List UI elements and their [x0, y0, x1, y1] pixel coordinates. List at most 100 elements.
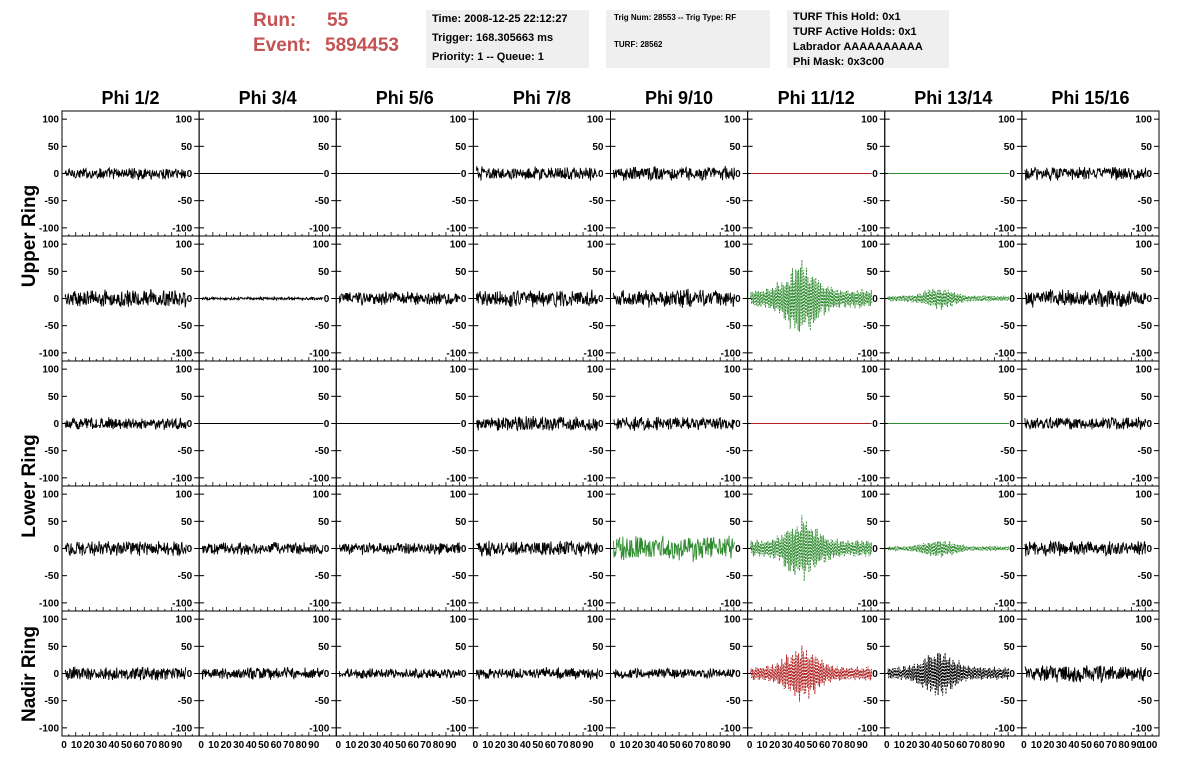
x-tick-label: 70: [1106, 740, 1118, 751]
y-tick-label: 0: [872, 669, 878, 680]
y-tick-label: -100: [583, 348, 603, 359]
y-tick-label: 0: [324, 669, 330, 680]
x-tick-label: 80: [159, 740, 171, 751]
y-tick-label: -100: [309, 223, 329, 234]
y-tick-label: 50: [181, 642, 193, 653]
y-tick-label: -50: [452, 696, 467, 707]
x-tick-label: 60: [271, 740, 283, 751]
waveform-trace: [476, 415, 598, 432]
run-value: 55: [327, 10, 349, 31]
y-tick-label: 50: [867, 392, 879, 403]
x-tick-label: 90: [582, 740, 594, 751]
y-tick-label: 50: [1141, 642, 1153, 653]
y-tick-label: -100: [1132, 598, 1152, 609]
x-tick-label: 70: [832, 740, 844, 751]
y-tick-label: 50: [455, 392, 467, 403]
run-event-block: Run: 55 Event: 5894453: [253, 8, 399, 58]
y-tick-label: -50: [1138, 446, 1153, 457]
y-tick-label: -50: [178, 446, 193, 457]
panel-r3-c1: 100 100 50 50 0 0 -50 -50 -100 -100: [39, 360, 200, 487]
x-tick-label: 0: [198, 740, 204, 751]
time-info-box: Time: 2008-12-25 22:12:27 Trigger: 168.3…: [426, 10, 589, 68]
x-tick-label: 70: [557, 740, 569, 751]
waveform-trace: [1024, 167, 1147, 181]
x-tick-label: 40: [520, 740, 532, 751]
waveform-trace: [887, 288, 1010, 310]
y-tick-label: 0: [1146, 169, 1152, 180]
panel-r5-c3: 100 50 0 -50 -100: [335, 610, 474, 737]
x-tick-label: 20: [632, 740, 644, 751]
x-tick-label: 90: [445, 740, 457, 751]
x-tick-label: 80: [433, 740, 445, 751]
run-label: Run:: [253, 10, 297, 31]
y-tick-label: -100: [446, 348, 466, 359]
y-tick-label: 0: [1146, 419, 1152, 430]
y-tick-label: -100: [39, 223, 59, 234]
x-tick-label: 10: [482, 740, 494, 751]
waveform-trace: [201, 541, 324, 556]
y-tick-label: 0: [735, 169, 741, 180]
panel-r2-c6: 100 50 0 -50 -100: [747, 235, 886, 362]
y-tick-label: 0: [735, 294, 741, 305]
y-tick-label: -50: [726, 696, 741, 707]
y-tick-label: -100: [309, 723, 329, 734]
y-tick-label: 100: [450, 365, 467, 376]
y-tick-label: -100: [172, 223, 192, 234]
trigger-text: Trigger: 168.305663 ms: [432, 32, 554, 44]
y-tick-label: 0: [461, 419, 467, 430]
y-tick-label: 100: [998, 365, 1015, 376]
y-tick-label: 50: [730, 642, 742, 653]
x-tick-label: 50: [258, 740, 270, 751]
panel-r3-c5: 100 50 0 -50 -100: [610, 360, 749, 487]
y-tick-label: 100: [42, 240, 59, 251]
y-tick-label: 100: [175, 115, 192, 126]
y-tick-label: -50: [726, 446, 741, 457]
x-tick-label: 30: [782, 740, 794, 751]
x-tick-label: 80: [296, 740, 308, 751]
panel-r4-c5: 100 50 0 -50 -100: [610, 485, 749, 612]
panel-r3-c4: 100 50 0 -50 -100: [472, 360, 611, 487]
waveform-trace: [475, 166, 598, 181]
x-tick-label: 60: [819, 740, 831, 751]
y-tick-label: -50: [863, 696, 878, 707]
x-tick-label: 80: [707, 740, 719, 751]
y-tick-label: 100: [450, 240, 467, 251]
y-tick-label: 0: [1009, 169, 1015, 180]
y-tick-label: 100: [861, 115, 878, 126]
labrador-text: Labrador AAAAAAAAAA: [793, 41, 923, 53]
panel-r1-c1: 100 100 50 50 0 0 -50 -50 -100 -100: [39, 110, 200, 237]
waveform-trace: [1024, 665, 1147, 683]
y-tick-label: 50: [730, 267, 742, 278]
y-tick-label: -50: [1000, 196, 1015, 207]
phi-label-1: Phi 1/2: [101, 88, 160, 108]
y-tick-label: -50: [589, 446, 604, 457]
y-tick-label: -100: [995, 598, 1015, 609]
y-tick-label: -50: [315, 446, 330, 457]
waveform-trace: [613, 288, 736, 308]
panel-r1-c5: 100 50 0 -50 -100: [610, 110, 749, 237]
y-tick-label: 0: [735, 544, 741, 555]
panel-r4-c2: 100 50 0 -50 -100: [198, 485, 337, 612]
x-tick-label: 0: [747, 740, 753, 751]
y-tick-label: 50: [1004, 642, 1016, 653]
panel-r5-c8: 100 50 0 -50 -100: [1021, 610, 1160, 737]
panel-r4-c8: 100 50 0 -50 -100: [1021, 485, 1160, 612]
y-tick-label: -50: [726, 196, 741, 207]
y-tick-label: -50: [315, 696, 330, 707]
phi-label-3: Phi 5/6: [375, 88, 434, 108]
y-tick-label: 50: [181, 267, 193, 278]
y-tick-label: -50: [863, 321, 878, 332]
x-tick-label: 20: [769, 740, 781, 751]
x-tick-label: 80: [844, 740, 856, 751]
y-tick-label: 0: [598, 544, 604, 555]
y-tick-label: -50: [178, 196, 193, 207]
y-tick-label: -50: [45, 446, 60, 457]
y-tick-label: -100: [172, 598, 192, 609]
x-tick-label: 0: [610, 740, 616, 751]
y-tick-label: 0: [872, 169, 878, 180]
y-tick-label: 100: [313, 615, 330, 626]
panel-r5-c6: 100 50 0 -50 -100: [747, 610, 886, 737]
y-tick-label: 50: [181, 142, 193, 153]
y-tick-label: -50: [315, 196, 330, 207]
